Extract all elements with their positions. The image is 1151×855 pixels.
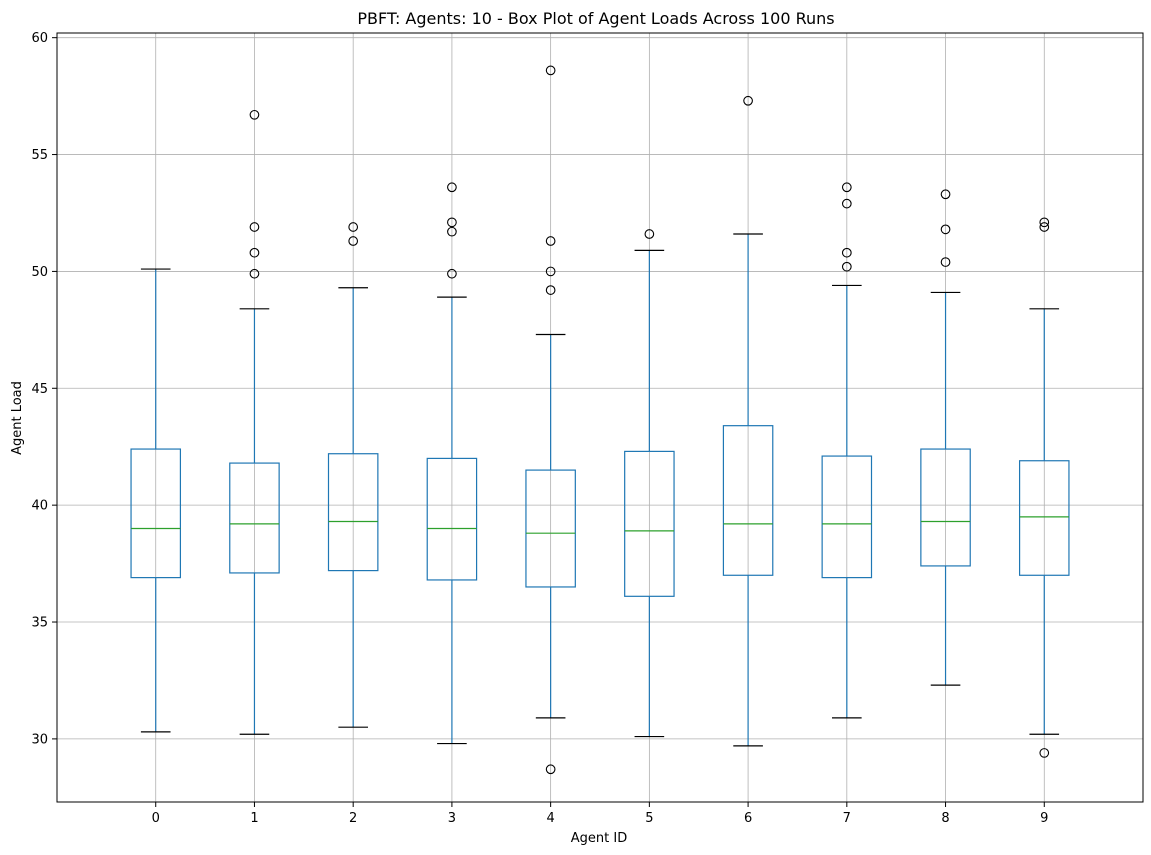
grid-lines bbox=[57, 33, 1143, 802]
y-axis-label: Agent Load bbox=[10, 381, 25, 455]
box-iqr bbox=[821, 455, 873, 579]
y-tick-label: 35 bbox=[31, 616, 48, 631]
x-tick-label: 5 bbox=[645, 811, 653, 826]
y-tick-label: 55 bbox=[31, 148, 48, 163]
outlier-point bbox=[348, 222, 359, 232]
outlier-point bbox=[545, 65, 556, 76]
plot-area-frame bbox=[56, 32, 1144, 803]
outlier-point bbox=[545, 236, 556, 246]
x-tick-label: 1 bbox=[250, 811, 258, 826]
x-axis-label: Agent ID bbox=[571, 831, 627, 846]
x-tick-label: 3 bbox=[448, 811, 456, 826]
box-iqr bbox=[624, 450, 675, 597]
box-iqr bbox=[229, 462, 280, 574]
y-tick-label: 40 bbox=[31, 499, 48, 514]
x-tick-label: 7 bbox=[843, 811, 851, 826]
outlier-point bbox=[940, 189, 951, 200]
outlier-point bbox=[447, 268, 457, 279]
box-group-agent-9 bbox=[1018, 217, 1070, 758]
box-group-agent-7 bbox=[821, 182, 873, 719]
outlier-point bbox=[545, 266, 556, 277]
outlier-point bbox=[447, 182, 457, 193]
outlier-point bbox=[249, 268, 260, 279]
box-group-agent-4 bbox=[525, 65, 576, 775]
box-iqr bbox=[1018, 460, 1070, 576]
box-iqr bbox=[920, 448, 971, 567]
box-group-agent-5 bbox=[624, 229, 675, 738]
box-group-agent-3 bbox=[426, 182, 478, 745]
box-group-agent-2 bbox=[327, 222, 379, 728]
outlier-point bbox=[841, 182, 852, 193]
outlier-point bbox=[644, 229, 655, 239]
box-iqr bbox=[130, 448, 182, 579]
x-tick-label: 2 bbox=[349, 811, 357, 826]
box-group-agent-6 bbox=[722, 95, 774, 747]
box-iqr bbox=[327, 453, 379, 572]
y-tick-label: 60 bbox=[31, 31, 48, 46]
outlier-point bbox=[447, 217, 457, 228]
y-tick-label: 30 bbox=[31, 732, 48, 747]
x-tick-label: 9 bbox=[1040, 811, 1048, 826]
outlier-point bbox=[1039, 748, 1050, 758]
outlier-point bbox=[348, 236, 359, 246]
box-iqr bbox=[426, 457, 478, 581]
outlier-point bbox=[940, 257, 951, 267]
outlier-point bbox=[249, 109, 260, 120]
box-group-agent-8 bbox=[920, 189, 971, 686]
outlier-point bbox=[841, 198, 852, 209]
box-iqr bbox=[722, 425, 774, 576]
outlier-point bbox=[1039, 217, 1050, 228]
outlier-point bbox=[1039, 222, 1050, 232]
x-tick-label: 0 bbox=[152, 811, 160, 826]
box-series bbox=[130, 65, 1070, 775]
outlier-point bbox=[545, 764, 556, 775]
x-tick-label: 4 bbox=[546, 811, 554, 826]
outlier-point bbox=[545, 285, 556, 295]
y-tick-label: 50 bbox=[31, 265, 48, 280]
outlier-point bbox=[249, 222, 260, 232]
y-tick-label: 45 bbox=[31, 382, 48, 397]
chart-title: PBFT: Agents: 10 - Box Plot of Agent Loa… bbox=[357, 9, 834, 28]
outlier-point bbox=[447, 226, 457, 237]
x-tick-label: 8 bbox=[941, 811, 949, 826]
box-group-agent-1 bbox=[229, 109, 280, 735]
outlier-point bbox=[841, 261, 852, 272]
outlier-point bbox=[940, 224, 951, 235]
outlier-point bbox=[743, 95, 753, 106]
outlier-point bbox=[249, 247, 260, 258]
box-iqr bbox=[525, 469, 576, 588]
x-tick-label: 6 bbox=[744, 811, 752, 826]
outlier-point bbox=[841, 247, 852, 258]
box-group-agent-0 bbox=[130, 268, 182, 733]
